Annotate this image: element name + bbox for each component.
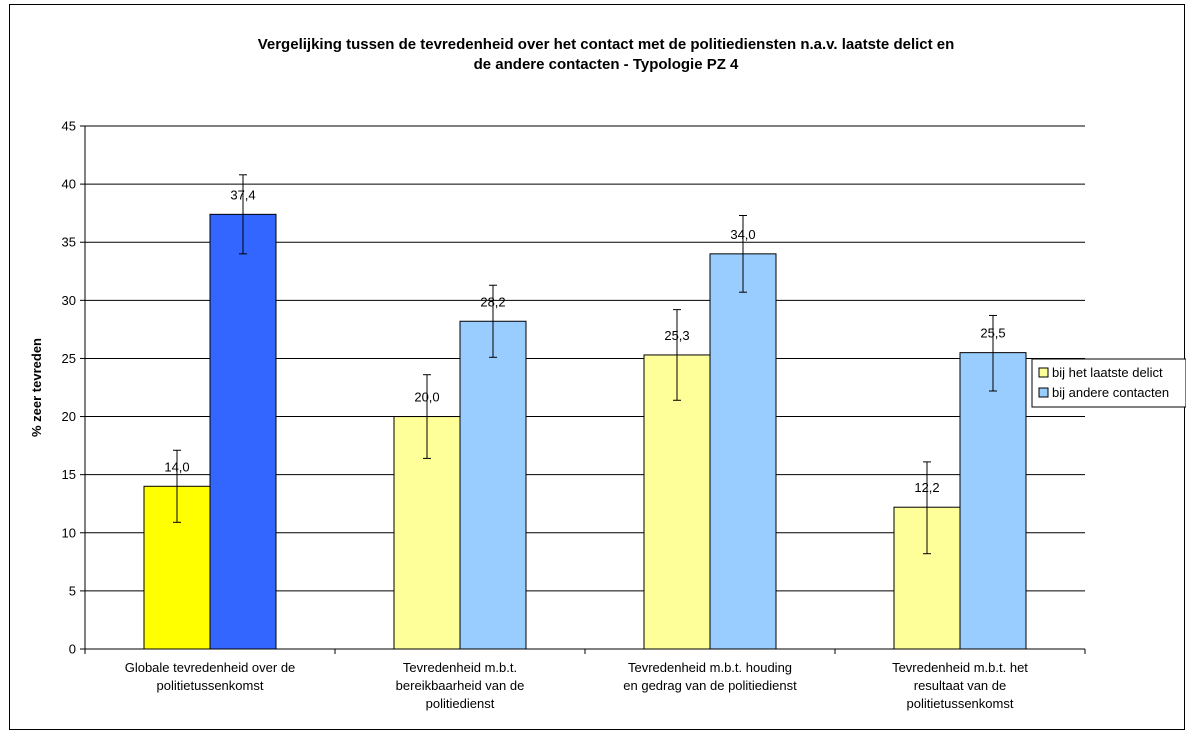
legend-label: bij andere contacten [1052,385,1169,400]
category-label: politietussenkomst [907,696,1014,711]
category-label: politiedienst [426,696,495,711]
data-label: 25,3 [664,328,689,343]
category-label: resultaat van de [914,678,1007,693]
data-label: 12,2 [914,480,939,495]
legend [1031,358,1186,408]
category-label: bereikbaarheid van de [396,678,525,693]
category-label: politietussenkomst [157,678,264,693]
y-tick-label: 30 [62,293,76,308]
category-label: Globale tevredenheid over de [125,660,296,675]
y-tick-label: 5 [69,583,76,598]
bar-andere-contacten [459,320,527,650]
y-tick-label: 40 [62,177,76,192]
y-axis-label: % zeer tevreden [29,338,44,437]
y-tick-label: 45 [62,119,76,134]
bar-andere-contacten [959,352,1027,650]
legend-swatch [1038,367,1049,378]
category-label: Tevredenheid m.b.t. houding [628,660,792,675]
category-label: Tevredenheid m.b.t. [403,660,517,675]
chart-title-line-1: Vergelijking tussen de tevredenheid over… [258,36,955,53]
legend-label: bij het laatste delict [1052,365,1163,380]
legend-swatch [1038,387,1049,398]
y-tick-label: 0 [69,642,76,657]
y-tick-label: 35 [62,235,76,250]
data-label: 14,0 [164,459,189,474]
y-tick-label: 20 [62,409,76,424]
y-tick-label: 15 [62,467,76,482]
data-label: 20,0 [414,390,439,405]
category-label: Tevredenheid m.b.t. het [892,660,1028,675]
bar-chart: Vergelijking tussen de tevredenheid over… [29,36,1186,711]
data-label: 37,4 [230,187,255,202]
y-tick-label: 25 [62,351,76,366]
data-label: 34,0 [730,227,755,242]
data-label: 25,5 [980,326,1005,341]
bar-andere-contacten [209,213,277,650]
chart-frame: Vergelijking tussen de tevredenheid over… [9,4,1186,730]
bar-andere-contacten [709,253,777,650]
y-tick-label: 10 [62,525,76,540]
chart-title-line-2: de andere contacten - Typologie PZ 4 [474,56,739,73]
data-label: 28,2 [480,294,505,309]
category-label: en gedrag van de politiedienst [623,678,797,693]
